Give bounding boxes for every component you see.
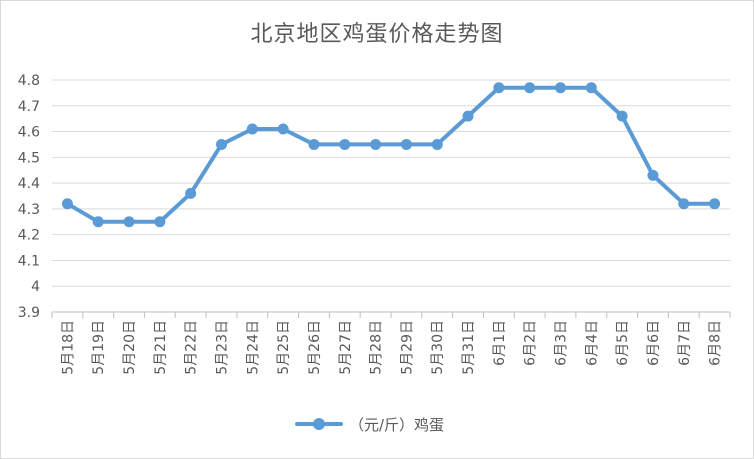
data-point — [585, 82, 597, 94]
y-tick-label: 4.2 — [18, 228, 40, 244]
data-point — [123, 216, 135, 228]
x-tick-label: 5月21日 — [153, 320, 169, 375]
data-point — [616, 110, 628, 122]
x-tick-label: 6月5日 — [615, 320, 631, 366]
data-point — [246, 123, 258, 135]
x-tick-label: 6月2日 — [523, 320, 539, 366]
y-tick-label: 4.5 — [18, 150, 40, 166]
chart-title: 北京地区鸡蛋价格走势图 — [250, 22, 504, 47]
y-tick-label: 3.9 — [18, 305, 40, 321]
x-tick-label: 5月19日 — [91, 320, 107, 375]
x-tick-label: 5月28日 — [369, 320, 385, 375]
x-tick-label: 6月1日 — [492, 320, 508, 366]
data-point — [370, 138, 382, 150]
data-point — [308, 138, 320, 150]
y-tick-label: 4.3 — [18, 202, 40, 218]
y-tick-label: 4.4 — [18, 176, 40, 192]
y-tick-label: 4.6 — [18, 125, 40, 141]
x-tick-label: 5月22日 — [184, 320, 200, 375]
x-tick-label: 5月20日 — [122, 320, 138, 375]
data-point — [339, 138, 351, 150]
x-tick-label: 6月7日 — [677, 320, 693, 366]
x-tick-label: 5月25日 — [276, 320, 292, 375]
y-tick-label: 4.8 — [18, 73, 40, 89]
data-point — [524, 82, 536, 94]
x-tick-label: 5月26日 — [307, 320, 323, 375]
data-point — [709, 198, 721, 210]
x-tick-label: 5月30日 — [430, 320, 446, 375]
x-tick-label: 5月18日 — [60, 320, 76, 375]
y-tick-label: 4.1 — [18, 253, 40, 269]
data-point — [277, 123, 289, 135]
x-tick-label: 6月4日 — [584, 320, 600, 366]
data-point — [462, 110, 474, 122]
x-tick-label: 6月6日 — [646, 320, 662, 366]
legend-label: （元/斤）鸡蛋 — [349, 415, 445, 434]
data-point — [678, 198, 690, 210]
data-point — [92, 216, 104, 228]
data-point — [216, 138, 227, 150]
y-tick-label: 4.7 — [18, 99, 40, 115]
y-tick-label: 4 — [31, 279, 40, 295]
x-tick-label: 5月23日 — [215, 320, 231, 375]
series-line — [65, 85, 717, 224]
data-point — [431, 138, 443, 150]
x-tick-label: 6月8日 — [708, 320, 724, 366]
x-tick-label: 6月3日 — [554, 320, 570, 366]
legend-swatch — [295, 418, 343, 430]
data-point — [555, 82, 566, 94]
x-tick-label: 5月29日 — [399, 320, 415, 375]
data-point — [400, 138, 412, 150]
legend: （元/斤）鸡蛋 — [295, 412, 444, 436]
x-tick-label: 5月31日 — [461, 320, 477, 375]
data-point — [61, 198, 73, 210]
data-point — [647, 169, 659, 181]
x-tick-label: 5月27日 — [338, 320, 354, 375]
data-point — [493, 82, 505, 94]
data-point — [154, 216, 166, 228]
data-point — [185, 187, 197, 199]
x-tick-label: 5月24日 — [245, 320, 261, 375]
